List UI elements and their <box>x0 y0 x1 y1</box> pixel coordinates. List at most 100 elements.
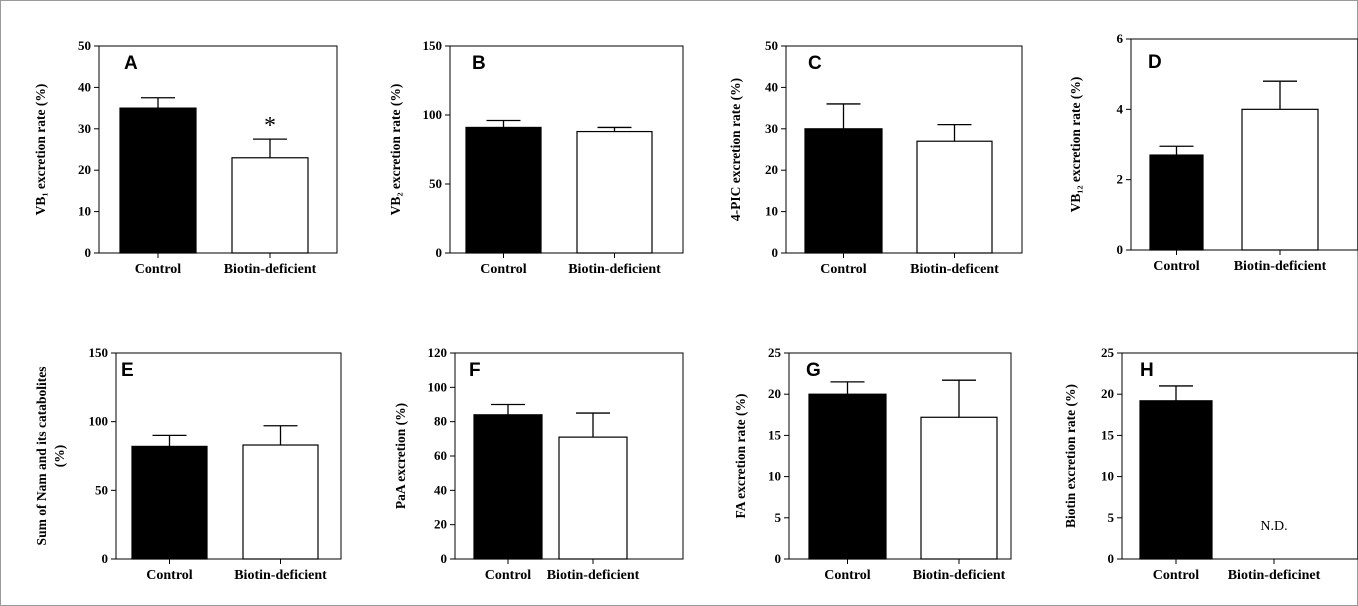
y-axis-title: Sum of Nam and its catabolites <box>34 367 49 546</box>
x-category-label: Control <box>820 262 867 277</box>
y-tick-label: 0 <box>85 245 92 260</box>
y-tick-label: 150 <box>89 345 109 360</box>
bar-control <box>119 107 197 254</box>
y-axis-title: VB₂ excretion rate (%) <box>388 84 403 216</box>
bar-biotin-deficient <box>242 444 319 560</box>
chart-panel-a: 0 10 20 30 40 50 Control Biotin-deficient A VB₁ e… <box>33 38 338 277</box>
y-axis-title: PaA excretion (%) <box>393 403 408 509</box>
y-axis-title: Biotin excretion rate (%) <box>1063 384 1078 528</box>
y-tick-label: 100 <box>428 379 448 394</box>
y-tick-label: 20 <box>78 162 91 177</box>
y-tick-label: 50 <box>429 176 442 191</box>
y-tick-label: 0 <box>772 245 779 260</box>
x-category-label: Biotin-deficinet <box>1228 568 1321 583</box>
bar-control <box>1139 400 1213 560</box>
bar-control <box>808 393 887 560</box>
plot-area <box>1121 352 1358 560</box>
bar-biotin-deficient <box>1241 108 1319 251</box>
y-tick-label: 6 <box>1117 31 1124 46</box>
y-axis-title-unit: (%) <box>52 445 67 468</box>
bar-biotin-deficient <box>558 436 628 560</box>
x-category-label: Biotin-deficient <box>234 568 327 583</box>
y-axis-title: VB₁₂ excretion rate (%) <box>1068 77 1083 213</box>
y-tick-label: 100 <box>89 414 109 429</box>
chart-panel-e: 0 50 100 150 Control Biotin-deficient E Sum of … <box>34 345 342 583</box>
y-tick-label: 30 <box>765 121 778 136</box>
y-tick-label: 10 <box>78 204 91 219</box>
plot-area <box>785 45 1023 254</box>
y-tick-label: 0 <box>1117 242 1124 257</box>
y-tick-label: 40 <box>434 482 447 497</box>
x-category-label: Control <box>485 568 532 583</box>
y-tick-label: 0 <box>441 551 448 566</box>
x-category-label: Biotin-deficient <box>224 262 317 277</box>
y-tick-label: 25 <box>1101 345 1115 360</box>
chart-panel-c: 0 10 20 30 40 50 Control Biotin-deficent C 4-PIC … <box>728 38 1023 277</box>
y-axis-title: VB₁ excretion rate (%) <box>33 84 48 216</box>
bar-biotin-deficient <box>916 140 993 254</box>
x-category-label: Control <box>135 262 182 277</box>
y-tick-label: 10 <box>765 204 778 219</box>
chart-panel-f: 0 20 40 60 80 100 120 Control Biotin-deficient F P… <box>393 345 684 583</box>
plot-area <box>98 45 338 254</box>
y-tick-label: 2 <box>1117 172 1124 187</box>
x-category-label: Biotin-deficient <box>913 568 1006 583</box>
y-axis-title: FA excretion rate (%) <box>733 393 748 518</box>
y-tick-label: 120 <box>428 345 448 360</box>
panel-letter: E <box>121 360 134 381</box>
y-tick-label: 20 <box>1101 386 1114 401</box>
y-tick-label: 80 <box>434 414 447 429</box>
y-tick-label: 0 <box>775 551 782 566</box>
chart-panel-g: 0 5 10 15 20 25 Control Biotin-deficient G FA exc… <box>733 345 1012 583</box>
y-tick-label: 20 <box>768 386 781 401</box>
plot-area <box>115 352 342 560</box>
bar-control <box>1149 154 1204 251</box>
bar-biotin-deficient <box>920 416 998 560</box>
y-tick-label: 60 <box>434 448 447 463</box>
x-category-label: Biotin-deficient <box>1234 259 1327 274</box>
y-tick-label: 4 <box>1117 101 1124 116</box>
chart-panel-h: 0 5 10 15 20 25 Control Biotin-deficinet H Biotin… <box>1063 345 1358 583</box>
x-category-label: Control <box>480 262 527 277</box>
y-tick-label: 50 <box>765 38 778 53</box>
bar-control <box>131 445 208 560</box>
x-category-label: Biotin-deficient <box>568 262 661 277</box>
chart-panel-d: 0 2 4 6 Control Biotin-deficient D VB₁₂ excreti… <box>1068 31 1358 274</box>
not-detected-label: N.D. <box>1260 519 1287 534</box>
y-tick-label: 40 <box>78 79 91 94</box>
y-tick-label: 10 <box>1101 469 1114 484</box>
panel-letter: F <box>469 360 481 381</box>
y-tick-label: 20 <box>434 517 447 532</box>
y-tick-label: 15 <box>1101 427 1115 442</box>
bar-control <box>804 128 883 254</box>
chart-panel-b: 0 50 100 150 Control Biotin-deficient B VB₂ exc… <box>388 38 684 277</box>
panel-letter: B <box>472 53 486 74</box>
y-tick-label: 15 <box>768 427 782 442</box>
y-tick-label: 50 <box>95 482 108 497</box>
y-tick-label: 100 <box>423 107 443 122</box>
panel-letter: G <box>806 360 821 381</box>
y-tick-label: 25 <box>768 345 782 360</box>
y-tick-label: 30 <box>78 121 91 136</box>
x-category-label: Biotin-deficent <box>910 262 999 277</box>
x-category-label: Control <box>824 568 871 583</box>
significance-marker: * <box>264 113 276 139</box>
x-category-label: Biotin-deficient <box>547 568 640 583</box>
y-tick-label: 50 <box>78 38 91 53</box>
panel-letter: C <box>808 53 822 74</box>
y-tick-label: 150 <box>423 38 443 53</box>
plot-area <box>788 352 1012 560</box>
y-tick-label: 20 <box>765 162 778 177</box>
y-tick-label: 0 <box>102 551 109 566</box>
y-tick-label: 0 <box>1108 551 1115 566</box>
y-tick-label: 40 <box>765 79 778 94</box>
y-tick-label: 5 <box>1108 510 1115 525</box>
y-tick-label: 10 <box>768 469 781 484</box>
x-category-label: Control <box>146 568 193 583</box>
bar-control <box>465 126 542 254</box>
x-category-label: Control <box>1153 259 1200 274</box>
plot-area <box>449 45 684 254</box>
panel-letter: A <box>124 53 138 74</box>
